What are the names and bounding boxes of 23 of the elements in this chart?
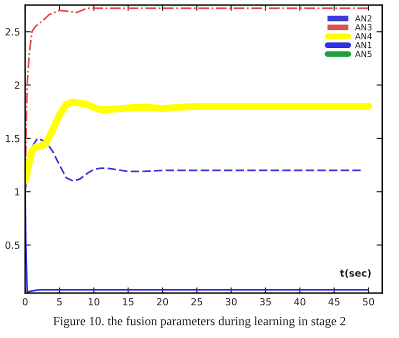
legend-label: AN3 — [355, 24, 372, 30]
legend-label: AN4 — [355, 33, 372, 40]
y-tick-label: 0.5 — [5, 242, 20, 249]
y-tick-label: 2.5 — [6, 28, 20, 36]
legend-label: AN2 — [355, 15, 372, 22]
legend-label: AN1 — [355, 42, 372, 48]
x-tick-label: 50 — [363, 298, 374, 306]
caption: Figure 10. the fusion parameters during learning in stage 2 — [53, 316, 346, 328]
x-tick-label: 25 — [191, 298, 202, 306]
x-tick-label: 35 — [260, 298, 271, 306]
x-tick-label: 15 — [123, 298, 134, 306]
x-tick-label: 40 — [294, 298, 306, 306]
x-tick-label: 30 — [226, 298, 237, 306]
x-tick-label: 10 — [88, 298, 100, 306]
x-tick-label: 0 — [22, 298, 28, 306]
y-tick-label: 1 — [15, 188, 20, 196]
x-tick-label: 20 — [157, 298, 168, 306]
x-axis-title: t(sec) — [340, 269, 371, 278]
x-tick-label: 5 — [57, 298, 62, 306]
legend-label: AN5 — [355, 50, 372, 58]
y-tick-label: 2 — [14, 82, 20, 89]
x-tick-label: 45 — [328, 298, 340, 306]
y-tick-label: 1.5 — [6, 135, 20, 142]
